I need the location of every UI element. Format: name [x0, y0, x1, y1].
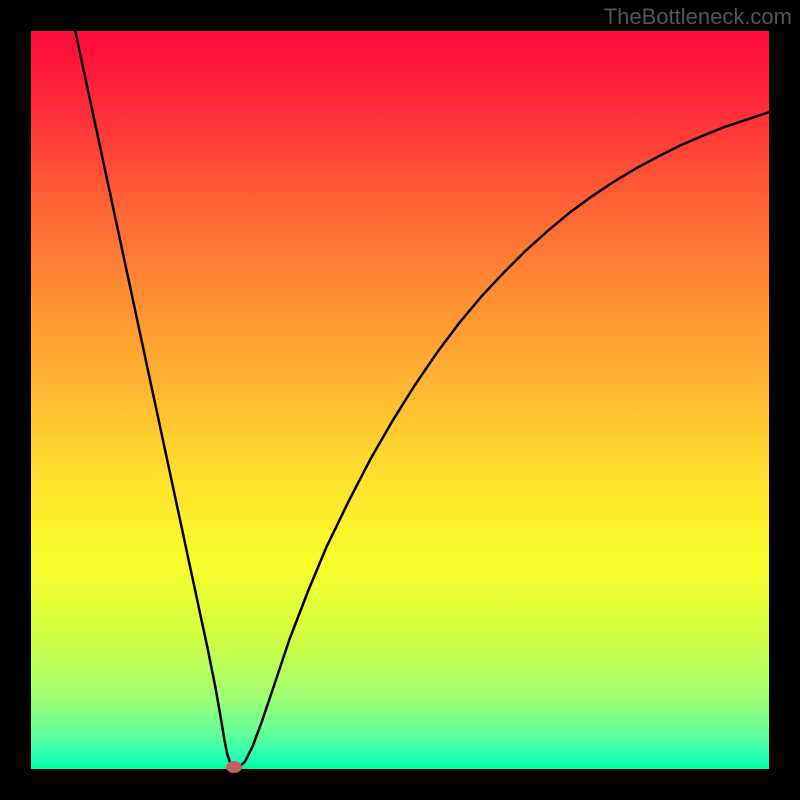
watermark-text: TheBottleneck.com: [604, 4, 792, 30]
plot-gradient-area: [31, 31, 769, 769]
optimal-point-marker: [226, 761, 242, 773]
chart-container: TheBottleneck.com: [0, 0, 800, 800]
gradient-rect: [31, 31, 769, 769]
